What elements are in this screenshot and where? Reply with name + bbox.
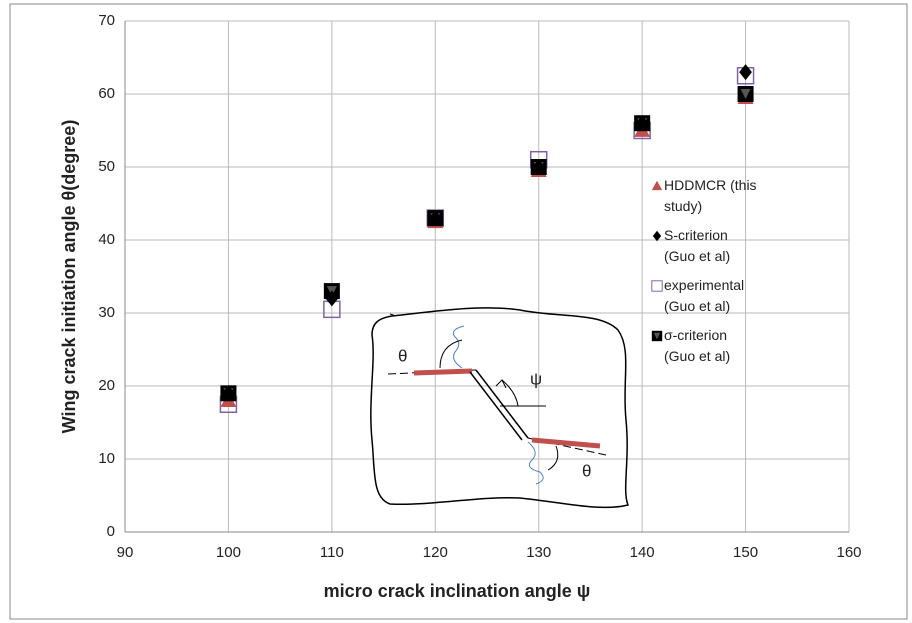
y-tick-label: 30	[98, 304, 115, 321]
x-axis-label: micro crack inclination angle ψ	[324, 581, 591, 601]
x-tick-label: 120	[423, 544, 448, 561]
legend-item: σ-criterion (Guo et al)	[650, 325, 759, 367]
legend-icon	[652, 230, 662, 242]
legend-item: experimental (Guo et al)	[650, 275, 759, 317]
data-point	[737, 86, 754, 102]
data-point	[739, 64, 752, 81]
data-point	[325, 290, 339, 307]
legend-label: S-criterion (Guo et al)	[664, 227, 731, 264]
x-tick-label: 90	[117, 544, 134, 561]
x-tick-label: 150	[733, 544, 758, 561]
inset-diagram	[370, 307, 630, 509]
y-tick-label: 20	[98, 377, 115, 394]
legend-item: S-criterion (Guo et al)	[650, 225, 759, 267]
data-point	[222, 385, 235, 402]
legend-icon	[651, 280, 663, 292]
legend: HDDMCR (this study) S-criterion (Guo et a…	[650, 175, 759, 375]
legend-icon	[651, 180, 663, 191]
diagram-label: ψ	[530, 369, 542, 388]
data-point	[532, 159, 546, 175]
y-tick-label: 60	[98, 85, 115, 102]
legend-label: experimental (Guo et al)	[664, 277, 745, 314]
y-tick-label: 0	[107, 523, 115, 540]
marker-inner	[653, 332, 661, 340]
data-point	[428, 210, 442, 227]
legend-label: σ-criterion (Guo et al)	[664, 327, 731, 364]
legend-icon	[651, 330, 663, 342]
legend-label: HDDMCR (this study)	[664, 177, 757, 214]
legend-marker	[651, 330, 663, 342]
legend-item: HDDMCR (this study)	[650, 175, 759, 217]
x-tick-label: 100	[216, 544, 241, 561]
marker-inner	[740, 89, 751, 99]
legend-marker	[651, 180, 663, 191]
data-point	[635, 115, 649, 132]
y-tick-label: 70	[98, 12, 115, 29]
legend-marker	[651, 280, 663, 292]
y-tick-label: 50	[98, 158, 115, 175]
y-axis-label: Wing crack initiation angle θ(degree)	[59, 120, 79, 434]
x-tick-label: 130	[526, 544, 551, 561]
y-tick-label: 40	[98, 231, 115, 248]
x-tick-label: 140	[630, 544, 655, 561]
x-tick-label: 160	[836, 544, 861, 561]
chart-border	[9, 3, 908, 620]
legend-marker	[652, 230, 662, 242]
diagram-label: θ	[582, 461, 591, 480]
diagram-label: θ	[398, 346, 407, 365]
y-tick-label: 10	[98, 450, 115, 467]
x-tick-label: 110	[320, 544, 344, 561]
